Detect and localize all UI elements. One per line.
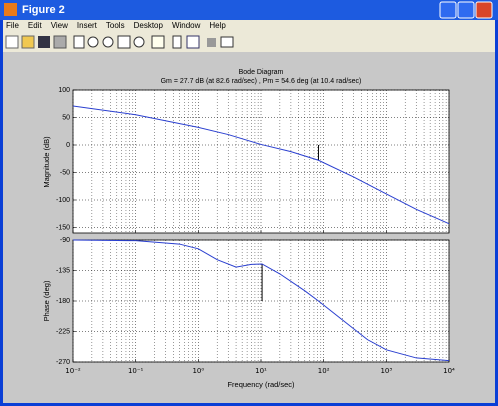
x-tick-label: 10⁴: [443, 367, 455, 375]
tool-show[interactable]: [220, 36, 234, 48]
tool-open[interactable]: [21, 35, 35, 49]
y-tick-label: 100: [58, 87, 70, 94]
chart-subtitle: Gm = 27.7 dB (at 82.6 rad/sec) , Pm = 54…: [161, 78, 362, 85]
menu-item[interactable]: Edit: [28, 21, 43, 30]
tool-legend[interactable]: [186, 35, 200, 49]
x-tick-label: 10³: [380, 367, 392, 375]
tool-hide[interactable]: [207, 38, 216, 47]
x-tick-label: 10⁻¹: [128, 367, 144, 375]
maximize-button[interactable]: [457, 1, 475, 19]
menu-item[interactable]: Window: [172, 21, 201, 30]
close-button[interactable]: [475, 1, 493, 19]
y-tick-label: -135: [56, 267, 70, 274]
tool-select[interactable]: [73, 35, 85, 49]
tool-save[interactable]: [38, 36, 50, 48]
y-tick-label: 50: [62, 114, 70, 121]
x-axis-label: Frequency (rad/sec): [227, 380, 295, 389]
y-tick-label: -90: [60, 237, 70, 244]
menu-item[interactable]: File: [6, 21, 19, 30]
tool-pan[interactable]: [117, 35, 131, 49]
plot-area: [72, 89, 450, 234]
y-axis-label: Magnitude (dB): [42, 136, 51, 188]
app-icon: [4, 3, 17, 16]
x-tick-label: 10²: [318, 367, 330, 375]
tool-datacursor[interactable]: [151, 35, 165, 49]
menu-item[interactable]: Tools: [106, 21, 125, 30]
y-tick-label: -150: [56, 224, 70, 231]
x-tick-label: 10⁻²: [65, 367, 81, 375]
menu-item[interactable]: Help: [209, 21, 226, 30]
y-tick-label: -270: [56, 359, 70, 366]
y-tick-label: -50: [60, 169, 70, 176]
series-line: [72, 239, 450, 362]
menu-bar: File Edit View Insert Tools Desktop Window Help: [6, 21, 226, 30]
x-tick-label: 10¹: [255, 367, 267, 375]
y-axis-label: Phase (deg): [42, 280, 51, 321]
tool-zoom-out[interactable]: [102, 36, 114, 48]
tool-zoom-in[interactable]: [87, 36, 99, 48]
minimize-button[interactable]: [439, 1, 457, 19]
menu-item[interactable]: Insert: [77, 21, 98, 30]
menu-item[interactable]: View: [51, 21, 68, 30]
tool-rotate[interactable]: [133, 36, 145, 48]
y-tick-label: 0: [66, 142, 70, 149]
y-tick-label: -225: [56, 328, 70, 335]
x-tick-label: 10⁰: [192, 367, 204, 375]
menu-item[interactable]: Desktop: [134, 21, 164, 30]
title-bar: [0, 0, 498, 20]
toolbar: [5, 35, 234, 49]
y-tick-label: -100: [56, 197, 70, 204]
window-title: Figure 2: [22, 4, 65, 16]
chart-title: Bode Diagram: [239, 69, 284, 76]
tool-colorbar[interactable]: [172, 35, 182, 49]
tool-print[interactable]: [53, 35, 67, 49]
y-tick-label: -180: [56, 298, 70, 305]
tool-new[interactable]: [5, 35, 19, 49]
series-line: [72, 105, 450, 225]
